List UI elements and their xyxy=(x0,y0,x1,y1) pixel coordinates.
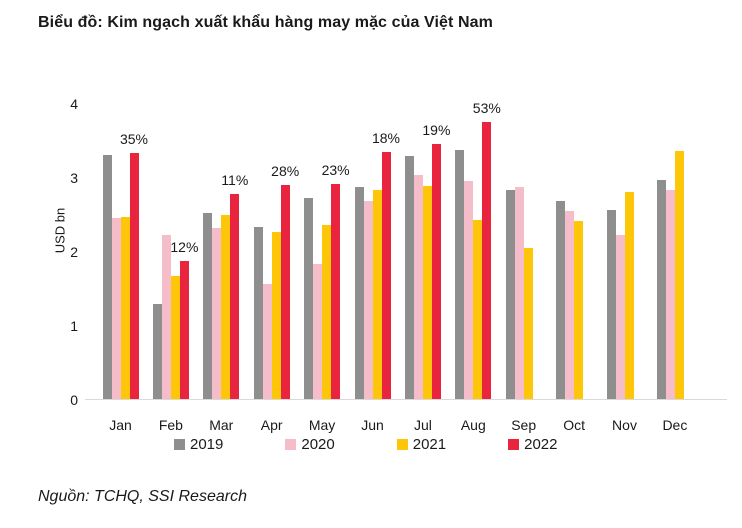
source-note: Nguồn: TCHQ, SSI Research xyxy=(38,488,247,505)
bar-2021-may xyxy=(322,225,332,399)
x-axis-label-aug: Aug xyxy=(460,417,486,433)
x-axis-label-jun: Jun xyxy=(361,417,384,433)
bar-2022-apr xyxy=(280,185,290,399)
x-axis-label-apr: Apr xyxy=(260,417,283,433)
bar-2021-oct xyxy=(574,220,584,399)
bar-2021-nov xyxy=(624,191,634,399)
legend-swatch-icon xyxy=(285,439,297,450)
bar-2020-jul xyxy=(413,174,423,399)
bar-2019-feb xyxy=(152,304,162,399)
bar-group-feb: 12% Feb xyxy=(152,103,198,433)
legend-swatch-icon xyxy=(508,439,520,450)
legend-swatch-icon xyxy=(396,439,408,450)
y-tick-label: 3 xyxy=(70,170,78,186)
growth-label-may: 23% xyxy=(321,162,350,179)
bar-group-apr: 28% Apr xyxy=(253,103,299,433)
y-tick-label: 0 xyxy=(70,392,78,408)
bar-2021-aug xyxy=(473,219,483,399)
bar-2020-aug xyxy=(464,180,474,399)
bar-group-may: 23% May xyxy=(304,103,350,433)
bar-2019-jun xyxy=(354,186,364,399)
bar-2019-jul xyxy=(404,155,414,399)
bar-2022-jan xyxy=(129,153,139,399)
bar-2019-nov xyxy=(606,209,616,399)
bar-2019-dec xyxy=(656,179,666,399)
bar-group-nov: Nov xyxy=(606,103,643,433)
growth-label-jun: 18% xyxy=(371,129,401,146)
x-axis-label-oct: Oct xyxy=(563,417,585,433)
legend-label: 2019 xyxy=(190,436,224,453)
x-axis-label-sep: Sep xyxy=(511,417,537,433)
growth-label-aug: 53% xyxy=(472,100,501,117)
bar-2019-may xyxy=(304,197,314,399)
legend-swatch-icon xyxy=(174,439,185,450)
bar-2022-jul xyxy=(431,144,441,399)
x-axis-label-may: May xyxy=(308,417,336,433)
bar-2020-feb xyxy=(161,235,171,399)
legend-entry-2020: 2020 xyxy=(285,436,335,453)
growth-label-jul: 19% xyxy=(422,122,451,139)
x-axis-label-dec: Dec xyxy=(662,417,688,433)
bar-2021-dec xyxy=(674,151,684,399)
bar-2022-may xyxy=(331,184,341,399)
growth-label-mar: 11% xyxy=(221,172,249,189)
bar-2020-oct xyxy=(565,211,575,399)
x-axis-label-nov: Nov xyxy=(612,417,637,433)
bar-2020-may xyxy=(313,263,323,399)
legend-label: 2022 xyxy=(524,436,558,453)
bar-2020-nov xyxy=(615,234,625,399)
growth-label-apr: 28% xyxy=(271,163,300,180)
bar-2020-mar xyxy=(212,228,222,399)
plot-area: 35% Jan 12% Feb 11% Mar 28% Apr 23% May 18% Jun 19% J… xyxy=(85,100,727,433)
bar-2021-mar xyxy=(221,214,231,399)
legend-entry-2019: 2019 xyxy=(174,437,223,452)
bar-group-sep: Sep xyxy=(505,103,542,433)
legend-label: 2021 xyxy=(412,436,447,453)
bar-group-dec: Dec xyxy=(656,103,693,433)
bar-2021-jun xyxy=(372,189,382,399)
growth-label-jan: 35% xyxy=(119,131,149,148)
bar-2021-sep xyxy=(523,248,533,399)
chart-legend: 2019 2020 2021 2022 xyxy=(174,437,558,452)
page-title: Biểu đồ: Kim ngạch xuất khẩu hàng may mặ… xyxy=(38,14,494,31)
x-axis-label-jul: Jul xyxy=(413,417,432,433)
y-tick-label: 4 xyxy=(70,96,78,112)
bar-2020-apr xyxy=(262,283,272,399)
bar-2021-jul xyxy=(422,185,432,399)
bar-2019-apr xyxy=(253,226,263,399)
bar-2019-mar xyxy=(203,212,213,399)
bar-2019-sep xyxy=(505,190,515,399)
bar-group-aug: 53% Aug xyxy=(455,100,501,433)
bar-2019-jan xyxy=(102,154,112,399)
bar-2022-aug xyxy=(482,122,492,399)
bar-2021-jan xyxy=(120,216,130,399)
bar-group-jul: 19% Jul xyxy=(404,103,450,433)
legend-label: 2020 xyxy=(301,436,335,453)
x-axis-label-jan: Jan xyxy=(109,417,132,433)
y-tick-label: 1 xyxy=(70,318,78,334)
bar-2020-jun xyxy=(363,201,373,399)
bar-group-oct: Oct xyxy=(556,103,592,433)
growth-label-feb: 12% xyxy=(170,239,199,256)
bar-group-jan: 35% Jan xyxy=(102,103,148,433)
legend-entry-2021: 2021 xyxy=(396,436,447,453)
y-axis-ticks: 0 1 2 3 4 xyxy=(40,0,78,470)
bar-2022-feb xyxy=(179,261,189,399)
legend-entry-2022: 2022 xyxy=(508,436,558,453)
bar-group-mar: 11% Mar xyxy=(203,103,248,433)
bar-group-jun: 18% Jun xyxy=(354,103,400,433)
bar-2022-mar xyxy=(230,194,240,399)
x-axis-label-mar: Mar xyxy=(209,417,234,433)
bar-2020-jan xyxy=(111,217,121,399)
bar-2021-feb xyxy=(170,276,180,399)
bar-2020-dec xyxy=(665,189,675,399)
bar-2019-aug xyxy=(455,149,465,399)
bar-2022-jun xyxy=(381,151,391,399)
bar-2019-oct xyxy=(556,201,566,399)
x-axis-label-feb: Feb xyxy=(158,417,183,433)
y-tick-label: 2 xyxy=(70,244,78,260)
bar-2021-apr xyxy=(271,231,281,399)
bar-2020-sep xyxy=(514,186,524,399)
